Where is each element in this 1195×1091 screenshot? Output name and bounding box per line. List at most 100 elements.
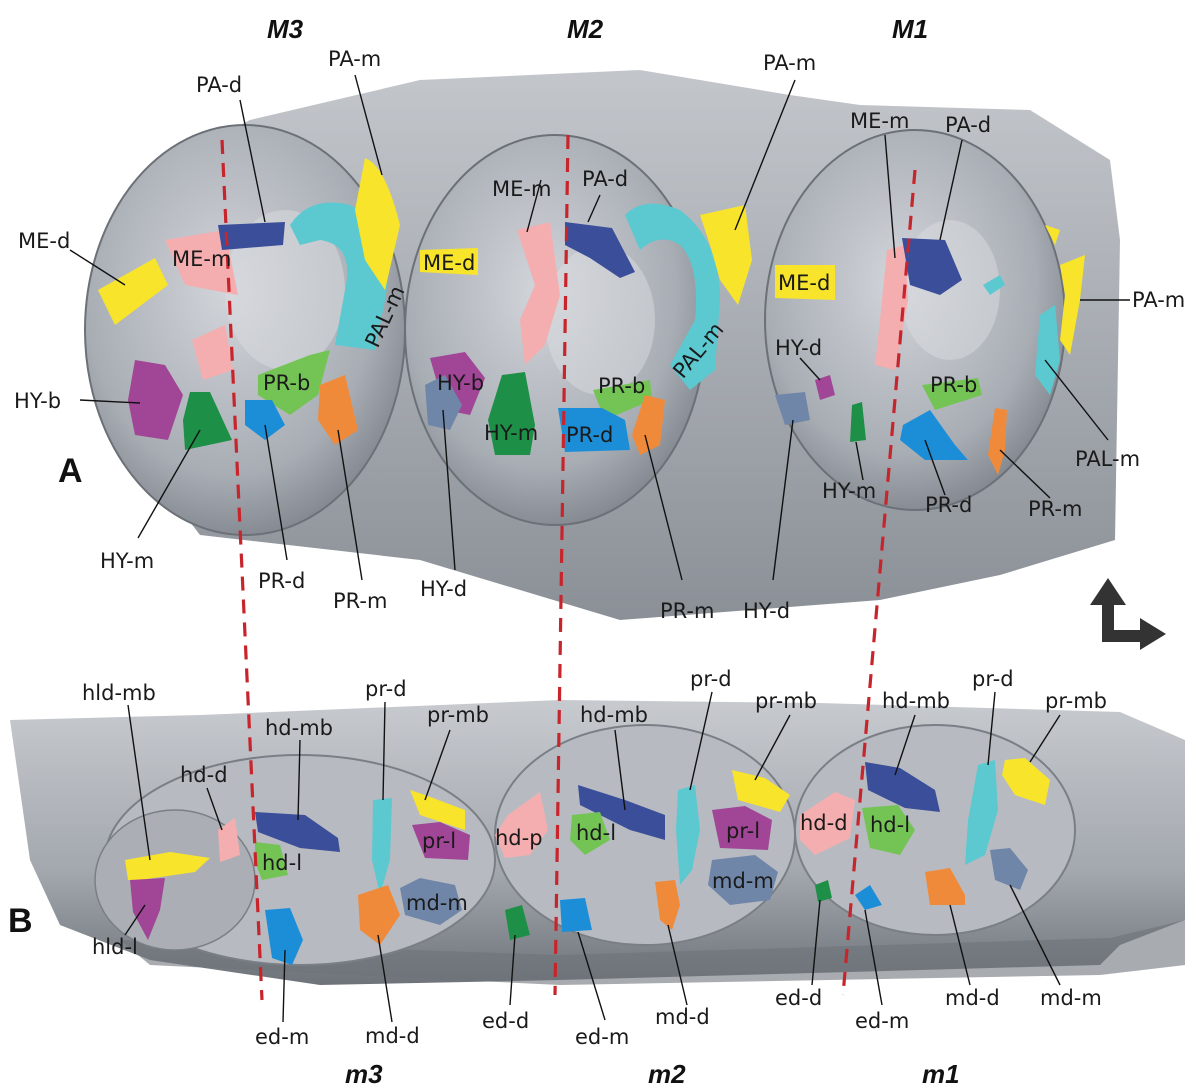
facet-pal-m-m1 xyxy=(1035,305,1060,395)
panel-label-B: B xyxy=(8,902,33,940)
label-hy-d-m1: HY-d xyxy=(775,336,822,360)
facet-me-d-m3 xyxy=(98,258,168,325)
label-hd-p: hd-p xyxy=(495,826,543,850)
facet-me-m-m3 xyxy=(165,230,238,295)
tooth-label-m3: m3 xyxy=(345,1059,383,1089)
label-pr-b-m1: PR-b xyxy=(930,373,977,397)
crown-highlight xyxy=(545,245,655,395)
facet-ed-d-m1 xyxy=(815,880,832,902)
facet-cyan-m1-small xyxy=(983,275,1005,295)
orientation-arrow-vertical xyxy=(1090,578,1166,650)
label-pr-d-m3: pr-d xyxy=(365,677,407,701)
facet-pr-mb-m3 xyxy=(410,790,465,830)
label-pa-m-m1: PA-m xyxy=(1132,288,1185,312)
facet-ed-d-m2 xyxy=(505,905,530,940)
facet-md-d-m1 xyxy=(925,868,965,905)
label-md-m-m2: md-m xyxy=(712,869,774,893)
label-ed-d-m1: ed-d xyxy=(775,986,822,1010)
facet-slate-m2 xyxy=(425,375,462,430)
label-ed-d-m2: ed-d xyxy=(482,1009,529,1033)
alignment-lines xyxy=(220,134,917,1001)
label-hy-m-m3: HY-m xyxy=(100,549,154,573)
label-md-d-m2: md-d xyxy=(655,1005,710,1029)
facet-ed-m-m2 xyxy=(560,898,592,932)
facet-slate-m1 xyxy=(775,392,810,425)
label-pr-m-m2: PR-m xyxy=(660,599,714,623)
label-pa-d-m2: PA-d xyxy=(582,167,628,191)
label-md-d-m1: md-d xyxy=(945,986,1000,1010)
crown-highlight xyxy=(225,210,345,370)
label-pr-d-m2: pr-d xyxy=(690,667,732,691)
tooth-label-m1: m1 xyxy=(922,1059,960,1089)
label-pal-m-m1: PAL-m xyxy=(1075,447,1140,471)
facet-pr-mb-m2 xyxy=(732,770,790,812)
facet-md-d-m3 xyxy=(358,885,400,945)
facet-hy-m-m2 xyxy=(488,372,535,455)
label-pr-m-m1: PR-m xyxy=(1028,497,1082,521)
tooth-label-M1: M1 xyxy=(892,14,928,44)
facet-pr-b-m1 xyxy=(922,378,982,410)
dashed-line-m2 xyxy=(553,134,570,996)
label-hd-mb-m3: hd-mb xyxy=(265,716,333,740)
facet-md-d-m2 xyxy=(655,880,680,930)
label-pa-d-m3: PA-d xyxy=(196,73,242,97)
label-pr-mb-m3: pr-mb xyxy=(427,703,489,727)
facet-hd-d-m1 xyxy=(800,792,855,855)
label-hy-b-m2: HY-b xyxy=(437,371,484,395)
facet-pa-m-m2 xyxy=(700,205,752,305)
facet-pr-d-m3 xyxy=(372,798,392,895)
facet-pr-b-m3 xyxy=(258,350,330,415)
label-hd-l-m3: hd-l xyxy=(262,851,302,875)
label-hld-mb: hld-mb xyxy=(82,681,156,705)
label-pr-b-m2: PR-b xyxy=(598,374,645,398)
label-pr-d-m3: PR-d xyxy=(258,569,305,593)
panel-label-A: A xyxy=(58,452,83,490)
facet-md-m-m3 xyxy=(400,878,462,925)
facet-hd-mb-m3 xyxy=(255,812,340,852)
tooth-label-M2: M2 xyxy=(567,14,604,44)
facet-md-m-m2 xyxy=(708,855,778,905)
facet-ed-m-m1 xyxy=(855,885,882,910)
label-hd-d-m1: hd-d xyxy=(800,811,848,835)
label-pr-l-m3: pr-l xyxy=(422,829,456,853)
label-hd-l-m2: hd-l xyxy=(576,821,616,845)
label-me-m-m3: ME-m xyxy=(172,247,231,271)
facet-hd-l-m2 xyxy=(570,812,610,855)
label-md-d-m3: md-d xyxy=(365,1024,420,1048)
label-md-m-m3: md-m xyxy=(406,891,468,915)
facet-pr-d-m3 xyxy=(245,400,285,440)
label-pr-d-m1: PR-d xyxy=(925,493,972,517)
label-pr-b-m3: PR-b xyxy=(263,371,310,395)
facet-me-d-m2 xyxy=(420,248,478,275)
label-pr-d-m2: PR-d xyxy=(566,423,613,447)
facet-hy-m-m1 xyxy=(850,402,866,442)
facet-pr-m-m1 xyxy=(988,408,1007,475)
upper-wear-facets xyxy=(98,158,1085,475)
facet-pr-l-m2 xyxy=(712,806,772,850)
facet-me-m-m2 xyxy=(517,222,560,365)
label-pa-m-m3: PA-m xyxy=(328,47,381,71)
facet-pa-d-m3 xyxy=(218,222,285,250)
facet-hld-l xyxy=(130,878,165,940)
facet-pink-m3-b xyxy=(192,325,233,380)
facet-pa-m-m1 xyxy=(1045,225,1085,355)
lower-wear-facets xyxy=(125,758,1050,965)
facet-pr-d-m2 xyxy=(676,785,700,885)
facet-hd-d-m3 xyxy=(218,818,240,862)
facet-hd-p xyxy=(495,792,548,858)
facet-pr-m-m3 xyxy=(318,375,358,445)
lower-jaw-floor xyxy=(120,920,1185,985)
up-right-arrow-icon xyxy=(1090,578,1166,650)
upper-leader-lines xyxy=(69,74,1130,581)
label-pa-d-m1: PA-d xyxy=(945,113,991,137)
facet-hd-mb-m2 xyxy=(578,785,665,840)
facet-me-d-m1 xyxy=(775,265,835,300)
facet-ed-m-m3 xyxy=(265,908,303,965)
facet-hd-mb-m1 xyxy=(865,762,940,812)
label-hd-l-m1: hd-l xyxy=(870,813,910,837)
facet-hd-l-m1 xyxy=(862,805,915,855)
label-hld-l: hld-l xyxy=(92,935,138,959)
label-md-m-m1: md-m xyxy=(1040,986,1102,1010)
lower-leader-lines xyxy=(124,691,1061,1023)
